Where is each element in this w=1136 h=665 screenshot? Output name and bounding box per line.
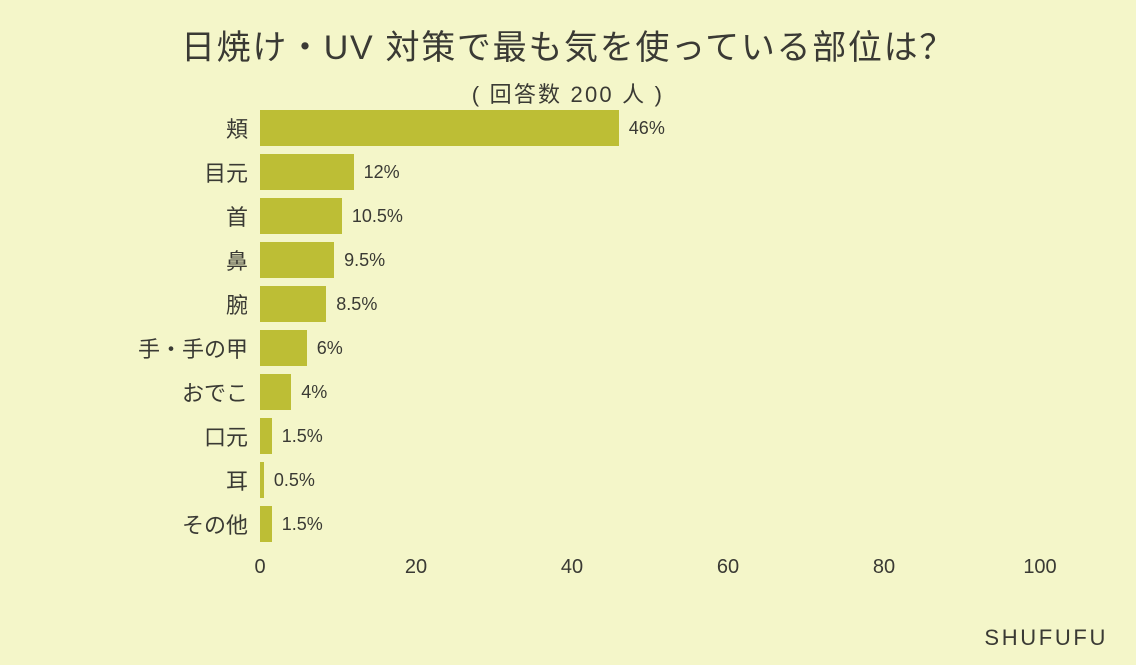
value-label: 1.5% bbox=[272, 514, 323, 535]
chart-plot-area: 頬46%目元12%首10.5%鼻9.5%腕8.5%手・手の甲6%おでこ4%口元1… bbox=[260, 108, 1040, 578]
bars-container: 頬46%目元12%首10.5%鼻9.5%腕8.5%手・手の甲6%おでこ4%口元1… bbox=[260, 108, 1040, 548]
bar-row: 耳0.5% bbox=[260, 460, 1040, 500]
category-label: その他 bbox=[182, 508, 260, 540]
bar-row: 腕8.5% bbox=[260, 284, 1040, 324]
category-label: おでこ bbox=[182, 376, 260, 408]
category-label: 首 bbox=[226, 200, 260, 232]
category-label: 口元 bbox=[204, 420, 260, 452]
bar bbox=[260, 198, 342, 234]
value-label: 10.5% bbox=[342, 206, 403, 227]
bar bbox=[260, 242, 334, 278]
axis-tick: 100 bbox=[1023, 556, 1056, 579]
chart-page: 日焼け・UV 対策で最も気を使っている部位は？ ( 回答数 200 人 ) 頬4… bbox=[0, 0, 1136, 665]
bar-row: 首10.5% bbox=[260, 196, 1040, 236]
bar-row: 口元1.5% bbox=[260, 416, 1040, 456]
category-label: 腕 bbox=[226, 288, 260, 320]
category-label: 耳 bbox=[226, 464, 260, 496]
value-label: 46% bbox=[619, 118, 665, 139]
bar-row: おでこ4% bbox=[260, 372, 1040, 412]
axis-tick: 60 bbox=[717, 556, 739, 579]
value-label: 0.5% bbox=[264, 470, 315, 491]
bar bbox=[260, 330, 307, 366]
attribution-label: SHUFUFU bbox=[984, 625, 1108, 651]
category-label: 頬 bbox=[226, 112, 260, 144]
bar bbox=[260, 154, 354, 190]
value-label: 12% bbox=[354, 162, 400, 183]
value-label: 4% bbox=[291, 382, 327, 403]
bar bbox=[260, 418, 272, 454]
bar-row: その他1.5% bbox=[260, 504, 1040, 544]
value-label: 6% bbox=[307, 338, 343, 359]
bar bbox=[260, 110, 619, 146]
axis-tick: 80 bbox=[873, 556, 895, 579]
value-label: 8.5% bbox=[326, 294, 377, 315]
bar-row: 手・手の甲6% bbox=[260, 328, 1040, 368]
bar-row: 鼻9.5% bbox=[260, 240, 1040, 280]
axis-tick: 40 bbox=[561, 556, 583, 579]
bar-row: 頬46% bbox=[260, 108, 1040, 148]
axis-tick: 0 bbox=[254, 556, 265, 579]
bar bbox=[260, 286, 326, 322]
value-label: 9.5% bbox=[334, 250, 385, 271]
category-label: 手・手の甲 bbox=[138, 332, 260, 364]
bar-row: 目元12% bbox=[260, 152, 1040, 192]
value-label: 1.5% bbox=[272, 426, 323, 447]
category-label: 鼻 bbox=[226, 244, 260, 276]
bar bbox=[260, 374, 291, 410]
category-label: 目元 bbox=[204, 156, 260, 188]
axis-tick: 20 bbox=[405, 556, 427, 579]
chart-title: 日焼け・UV 対策で最も気を使っている部位は？ bbox=[0, 0, 1136, 69]
bar bbox=[260, 506, 272, 542]
chart-subtitle: ( 回答数 200 人 ) bbox=[0, 77, 1136, 109]
